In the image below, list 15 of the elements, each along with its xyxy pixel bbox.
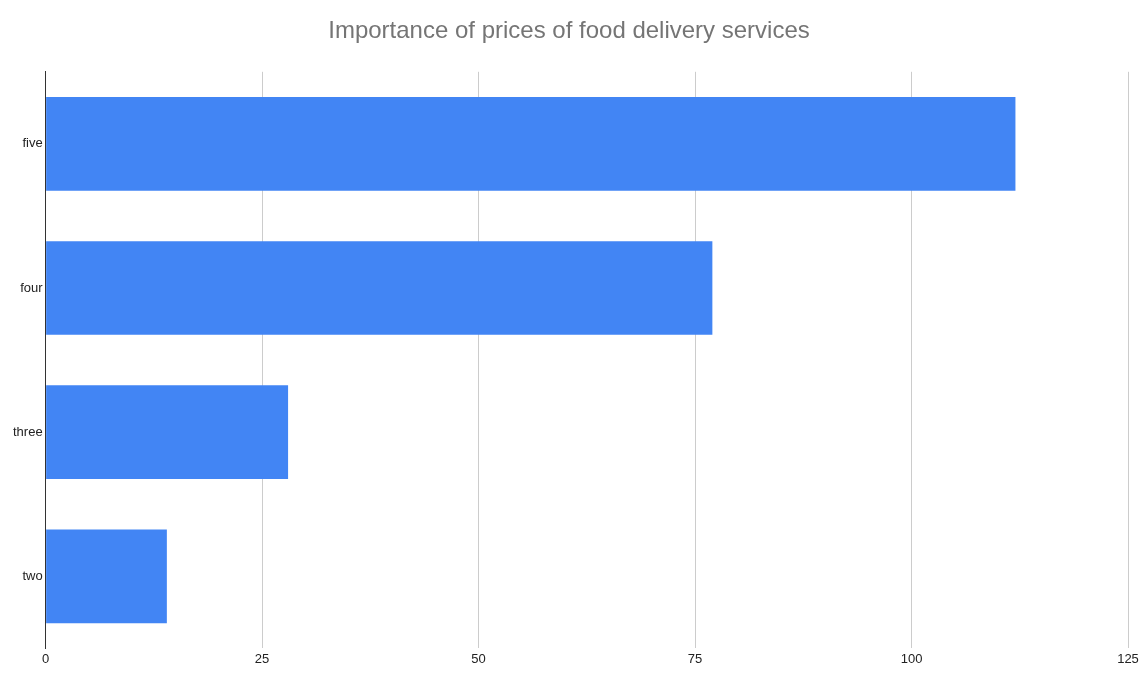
y-tick-label: two: [22, 567, 43, 583]
x-tick-label: 50: [471, 650, 486, 666]
x-tick-label: 0: [42, 650, 50, 666]
y-tick-label: three: [12, 423, 43, 439]
bar: [46, 97, 1016, 191]
y-tick-label: five: [22, 135, 43, 151]
bar: [46, 241, 713, 335]
bar: [46, 385, 289, 480]
x-tick-label: 25: [254, 650, 270, 666]
y-tick-label: four: [20, 279, 44, 295]
x-tick-label: 100: [900, 650, 923, 666]
chart-title: Importance of prices of food delivery services: [328, 16, 810, 44]
x-tick-label: 75: [687, 650, 703, 666]
x-tick-label: 125: [1117, 650, 1139, 666]
bar: [46, 529, 167, 624]
